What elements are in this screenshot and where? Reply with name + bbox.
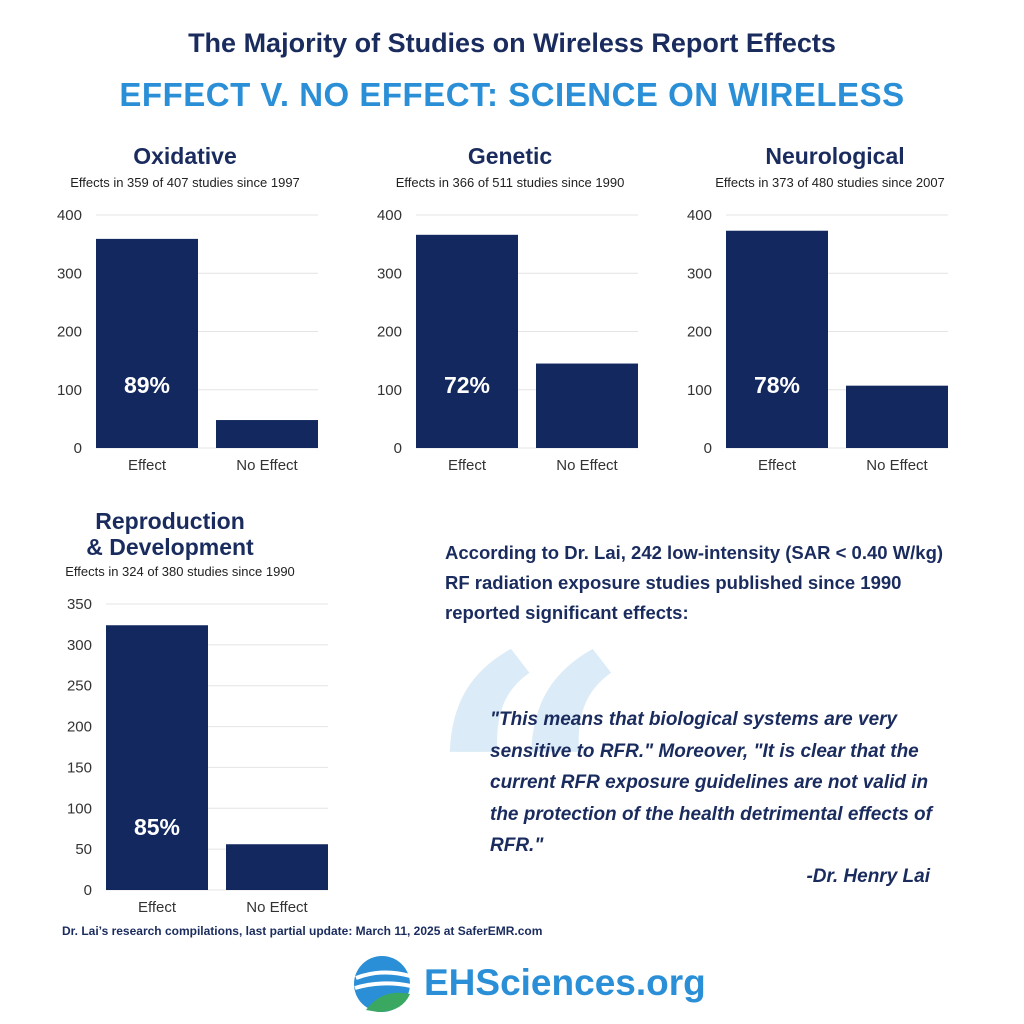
source-footnote: Dr. Lai’s research compilations, last pa… — [62, 924, 543, 938]
percent-label: 78% — [754, 372, 800, 398]
brand-logo[interactable]: EHSciences.org — [352, 952, 732, 1016]
chart-title: Reproduction & Development — [86, 508, 254, 560]
y-tick-label: 50 — [75, 841, 92, 858]
y-tick-label: 300 — [57, 265, 82, 282]
bar-effect — [726, 230, 828, 448]
chart-oxidative: Oxidative Effects in 359 of 407 studies … — [40, 143, 330, 483]
chart-title: Neurological — [765, 143, 905, 169]
x-tick-label: No Effect — [556, 457, 618, 474]
y-tick-label: 350 — [67, 596, 92, 613]
bar-no-effect — [536, 363, 638, 448]
chart-neurological: Neurological Effects in 373 of 480 studi… — [670, 143, 960, 483]
bar-chart: 0 100 200 300 400 Effect 78% No Effect — [687, 207, 948, 474]
y-tick-label: 0 — [74, 440, 82, 457]
globe-leaf-icon — [354, 956, 412, 1012]
chart-title: Genetic — [467, 143, 553, 169]
y-tick-label: 0 — [704, 440, 712, 457]
quote-author: -Dr. Henry Lai — [806, 866, 930, 887]
y-tick-label: 400 — [57, 207, 82, 224]
page-subtitle: EFFECT V. NO EFFECT: SCIENCE ON WIRELESS — [119, 76, 905, 113]
y-tick-label: 300 — [377, 265, 402, 282]
y-tick-label: 200 — [57, 324, 82, 341]
y-tick-label: 0 — [84, 882, 92, 899]
y-tick-label: 200 — [377, 324, 402, 341]
brand-logo-text: EHSciences.org — [424, 962, 706, 1003]
y-tick-label: 100 — [57, 382, 82, 399]
y-tick-label: 300 — [687, 265, 712, 282]
y-tick-label: 100 — [377, 382, 402, 399]
chart-reproduction-development: Reproduction & Development Effects in 32… — [40, 508, 340, 918]
chart-note: Effects in 373 of 480 studies since 2007 — [715, 175, 945, 190]
x-tick-label: No Effect — [866, 457, 928, 474]
y-tick-label: 200 — [687, 324, 712, 341]
chart-note: Effects in 359 of 407 studies since 1997 — [70, 175, 300, 190]
y-tick-label: 250 — [67, 678, 92, 695]
bar-chart: 0 50 100 150 200 250 300 350 Effect 85% No Effect — [67, 596, 328, 916]
quote-mark-icon: “ — [425, 578, 633, 1001]
bar-no-effect — [216, 420, 318, 448]
y-tick-label: 0 — [394, 440, 402, 457]
y-tick-label: 100 — [67, 800, 92, 817]
percent-label: 89% — [124, 372, 170, 398]
x-tick-label: Effect — [448, 457, 487, 474]
y-tick-label: 200 — [67, 719, 92, 736]
bar-effect — [416, 234, 518, 448]
chart-title: Oxidative — [133, 143, 237, 169]
bar-no-effect — [846, 385, 948, 448]
percent-label: 72% — [444, 372, 490, 398]
bar-chart: 0 100 200 300 400 Effect 72% No Effect — [377, 207, 638, 474]
y-tick-label: 100 — [687, 382, 712, 399]
x-tick-label: Effect — [128, 457, 167, 474]
quote-text: "This means that biological systems are … — [490, 709, 932, 856]
y-tick-label: 400 — [687, 207, 712, 224]
bar-no-effect — [226, 844, 328, 890]
chart-genetic: Genetic Effects in 366 of 511 studies si… — [360, 143, 650, 483]
x-tick-label: No Effect — [246, 899, 308, 916]
chart-note: Effects in 366 of 511 studies since 1990 — [395, 175, 625, 190]
y-tick-label: 300 — [67, 637, 92, 654]
chart-note: Effects in 324 of 380 studies since 1990 — [65, 564, 295, 579]
page-title: The Majority of Studies on Wireless Repo… — [188, 28, 836, 58]
x-tick-label: No Effect — [236, 457, 298, 474]
y-tick-label: 400 — [377, 207, 402, 224]
bar-effect — [106, 625, 208, 890]
percent-label: 85% — [134, 814, 180, 840]
bar-effect — [96, 238, 198, 448]
quote-intro: According to Dr. Lai, 242 low-intensity … — [445, 542, 944, 623]
x-tick-label: Effect — [138, 899, 177, 916]
x-tick-label: Effect — [758, 457, 797, 474]
bar-chart: 0 100 200 300 400 Effect 89% No Effect — [57, 207, 318, 474]
y-tick-label: 150 — [67, 759, 92, 776]
